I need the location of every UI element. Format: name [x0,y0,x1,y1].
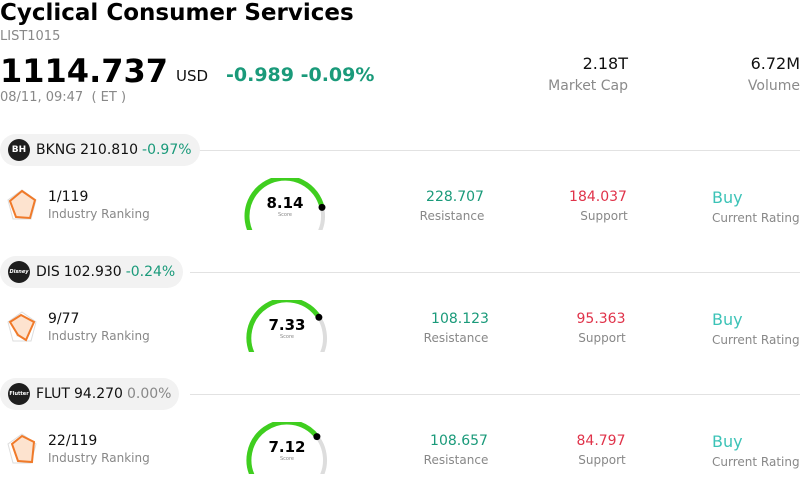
resistance-value: 108.123 [431,311,489,327]
timestamp: 08/11, 09:47 ( ET ) [0,90,127,105]
stock-row[interactable]: Flutter FLUT 94.270 0.00% 22/119 Industr… [0,378,800,500]
stock-change: -0.97% [142,142,192,158]
index-code: LIST1015 [0,29,61,44]
stock-pill[interactable]: Disney DIS 102.930 -0.24% [0,256,184,288]
volume-label: Volume [747,78,800,94]
resistance-value: 108.657 [430,433,488,449]
disney-logo-icon: Disney [8,261,30,283]
radar-icon [7,189,37,220]
stock-change: -0.24% [125,264,176,280]
industry-rank-label: Industry Ranking [48,329,150,343]
industry-rank: 9/77 [48,311,80,327]
booking-holdings-logo-icon: BH [8,139,30,161]
score-gauge: 8.14 Score [243,175,329,239]
market-cap-label: Market Cap [548,78,628,94]
support-label: Support [578,453,626,467]
stock-symbol: BKNG [36,142,77,158]
divider [190,150,800,151]
rating-value[interactable]: Buy [712,432,743,451]
support-value: 84.797 [576,433,626,449]
stock-symbol: DIS [36,264,60,280]
rating-label: Current Rating [712,211,800,225]
currency-label: USD [176,67,209,85]
industry-rank: 1/119 [48,189,89,205]
score-gauge: 7.33 Score [245,297,331,361]
score-value: 7.12 [268,438,306,456]
industry-rank: 22/119 [48,433,98,449]
support-value: 95.363 [576,311,626,327]
divider [190,394,800,395]
stock-symbol: FLUT [36,386,70,402]
score-label: Score [277,212,292,218]
stock-change: 0.00% [126,386,172,402]
rating-label: Current Rating [712,455,800,469]
market-cap-value: 2.18T [582,54,628,73]
rating-value[interactable]: Buy [712,188,743,207]
volume-value: 6.72M [750,54,800,73]
radar-icon [7,433,37,464]
stock-pill[interactable]: BH BKNG 210.810 -0.97% [0,134,200,166]
rating-value[interactable]: Buy [712,310,743,329]
score-value: 8.14 [266,194,304,212]
stock-price: 94.270 [73,386,123,402]
flutter-logo-icon: Flutter [8,383,30,405]
resistance-label: Resistance [423,453,489,467]
industry-rank-label: Industry Ranking [48,451,150,465]
stock-row[interactable]: BH BKNG 210.810 -0.97% 1/119 Industry Ra… [0,134,800,256]
stock-pill[interactable]: Flutter FLUT 94.270 0.00% [0,378,180,410]
stock-price: 102.930 [63,264,122,280]
industry-rank-label: Industry Ranking [48,207,150,221]
support-value: 184.037 [569,189,627,205]
radar-icon [7,311,37,342]
support-label: Support [578,331,626,345]
score-label: Score [279,334,294,340]
resistance-label: Resistance [419,209,485,223]
stock-price: 210.810 [80,142,139,158]
index-change: -0.989 -0.09% [226,64,375,86]
score-gauge: 7.12 Score [245,419,331,483]
resistance-value: 228.707 [426,189,484,205]
divider [190,272,800,273]
stock-row[interactable]: Disney DIS 102.930 -0.24% 9/77 Industry … [0,256,800,378]
page-title: Cyclical Consumer Services [0,0,354,26]
support-label: Support [580,209,628,223]
resistance-label: Resistance [423,331,489,345]
score-label: Score [279,456,294,462]
rating-label: Current Rating [712,333,800,347]
score-value: 7.33 [268,316,306,334]
index-price: 1114.737 [0,52,169,90]
